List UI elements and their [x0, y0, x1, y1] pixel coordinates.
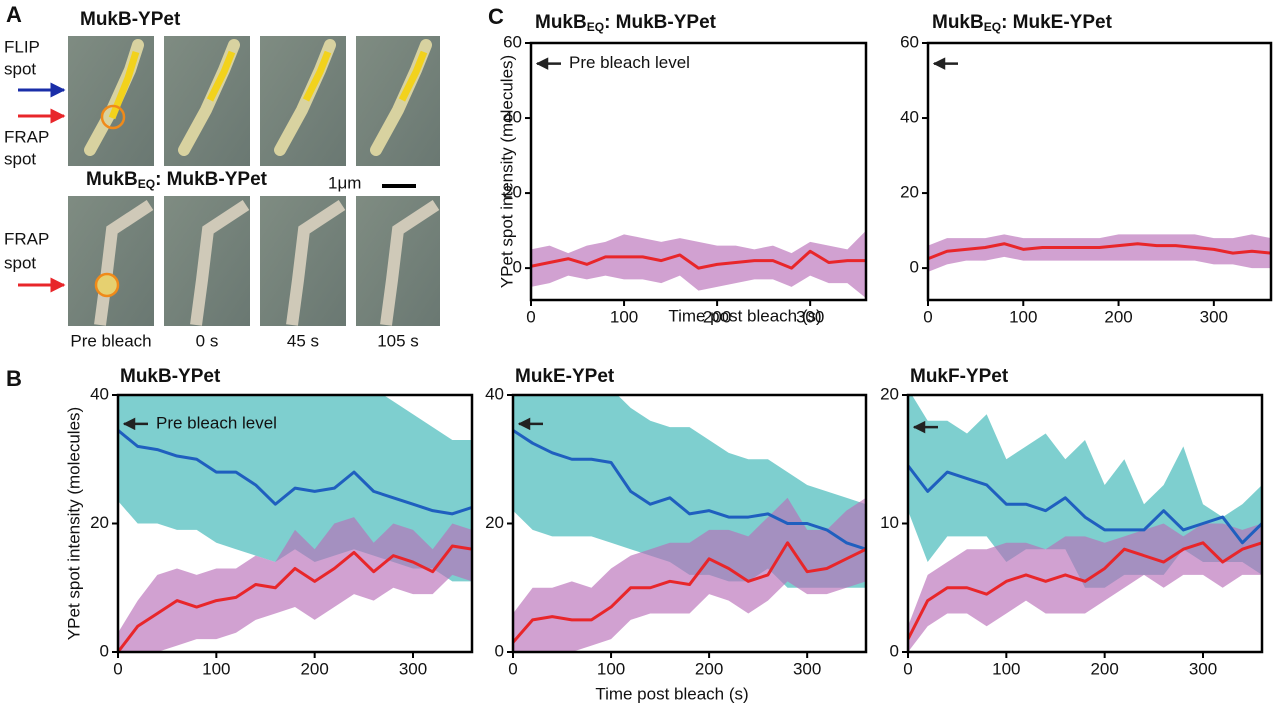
x-axis-label: Time post bleach (s): [668, 306, 821, 325]
chart-title: MukB-YPet: [120, 366, 221, 387]
y-tick-label: 20: [900, 183, 919, 202]
row-title: MukB-YPet: [80, 9, 181, 30]
y-tick-label: 0: [495, 641, 504, 660]
sd-band: [928, 234, 1271, 272]
flip-label: spot: [4, 59, 36, 78]
frap-label: FRAP: [4, 127, 49, 146]
y-tick-label: 60: [503, 32, 522, 51]
row-title: MukBEQ: MukB-YPet: [86, 169, 268, 191]
time-label: 45 s: [287, 331, 319, 350]
x-tick-label: 0: [526, 307, 535, 326]
panel-label: B: [6, 366, 22, 391]
y-tick-label: 0: [890, 641, 899, 660]
chart: 0 20 40 0 100 200 300 MukE-YPet: [485, 366, 866, 678]
y-tick-label: 20: [880, 384, 899, 403]
x-tick-label: 300: [793, 659, 821, 678]
frap-label: spot: [4, 253, 36, 272]
x-tick-label: 0: [508, 659, 517, 678]
plot-area: [513, 389, 866, 665]
scale-label: 1μm: [328, 173, 361, 192]
figure: A MukB-YPet FLIP spot FRAP spot MukBEQ: …: [0, 0, 1274, 706]
time-label: 105 s: [377, 331, 419, 350]
time-label: 0 s: [196, 331, 219, 350]
x-tick-label: 200: [1104, 307, 1132, 326]
title-sub: EQ: [587, 20, 604, 34]
plot-area: [531, 231, 866, 299]
title-rest: : MukB-YPet: [604, 12, 717, 33]
y-tick-label: 20: [90, 513, 109, 532]
chart-title: MukBEQ: MukE-YPet: [932, 12, 1113, 34]
y-axis-label: YPet spot intensity (molecules): [497, 55, 516, 288]
frap-label: FRAP: [4, 229, 49, 248]
x-tick-label: 100: [992, 659, 1020, 678]
x-tick-label: 200: [300, 659, 328, 678]
x-tick-label: 0: [113, 659, 122, 678]
title-rest: : MukE-YPet: [1001, 12, 1113, 33]
micrograph-row: [68, 196, 440, 326]
panel-label: C: [488, 4, 504, 29]
x-tick-label: 100: [597, 659, 625, 678]
title-sub: EQ: [984, 20, 1001, 34]
x-tick-label: 200: [1090, 659, 1118, 678]
x-axis-label: Time post bleach (s): [595, 684, 748, 703]
time-label: Pre bleach: [70, 331, 151, 350]
x-tick-label: 100: [610, 307, 638, 326]
panel-label: A: [6, 2, 22, 27]
plot-area: [928, 234, 1271, 272]
annotation: Pre bleach level: [156, 413, 277, 432]
micrograph-row: [68, 36, 440, 166]
y-tick-label: 40: [90, 384, 109, 403]
x-tick-label: 0: [903, 659, 912, 678]
sd-band: [118, 517, 472, 658]
y-tick-label: 60: [900, 32, 919, 51]
x-tick-label: 300: [1200, 307, 1228, 326]
flip-label: FLIP: [4, 37, 40, 56]
plot-area: [908, 389, 1262, 652]
y-tick-label: 20: [485, 513, 504, 532]
x-tick-label: 0: [923, 307, 932, 326]
y-tick-label: 0: [910, 258, 919, 277]
chart-title: MukBEQ: MukB-YPet: [535, 12, 717, 34]
chart-title: MukF-YPet: [910, 366, 1009, 387]
chart-title: MukE-YPet: [515, 366, 615, 387]
title-rest: : MukB-YPet: [155, 169, 268, 190]
x-tick-label: 300: [399, 659, 427, 678]
panel-a: A MukB-YPet FLIP spot FRAP spot MukBEQ: …: [4, 2, 440, 351]
title-sub: EQ: [138, 177, 155, 191]
y-tick-label: 40: [485, 384, 504, 403]
title-main: MukB: [535, 12, 587, 33]
annotation: Pre bleach level: [569, 53, 690, 72]
x-tick-label: 100: [202, 659, 230, 678]
frap-label: spot: [4, 149, 36, 168]
sd-band: [531, 231, 866, 299]
y-tick-label: 0: [100, 641, 109, 660]
x-tick-label: 300: [1189, 659, 1217, 678]
x-tick-label: 200: [695, 659, 723, 678]
y-axis-label: YPet spot intensity (molecules): [64, 407, 83, 640]
y-tick-label: 10: [880, 513, 899, 532]
x-tick-label: 100: [1009, 307, 1037, 326]
chart: 0 20 40 60 0 100 200 300 MukBEQ: MukE-YPet: [900, 12, 1271, 326]
y-tick-label: 40: [900, 108, 919, 127]
title-main: MukB: [86, 169, 138, 190]
title-main: MukB: [932, 12, 984, 33]
